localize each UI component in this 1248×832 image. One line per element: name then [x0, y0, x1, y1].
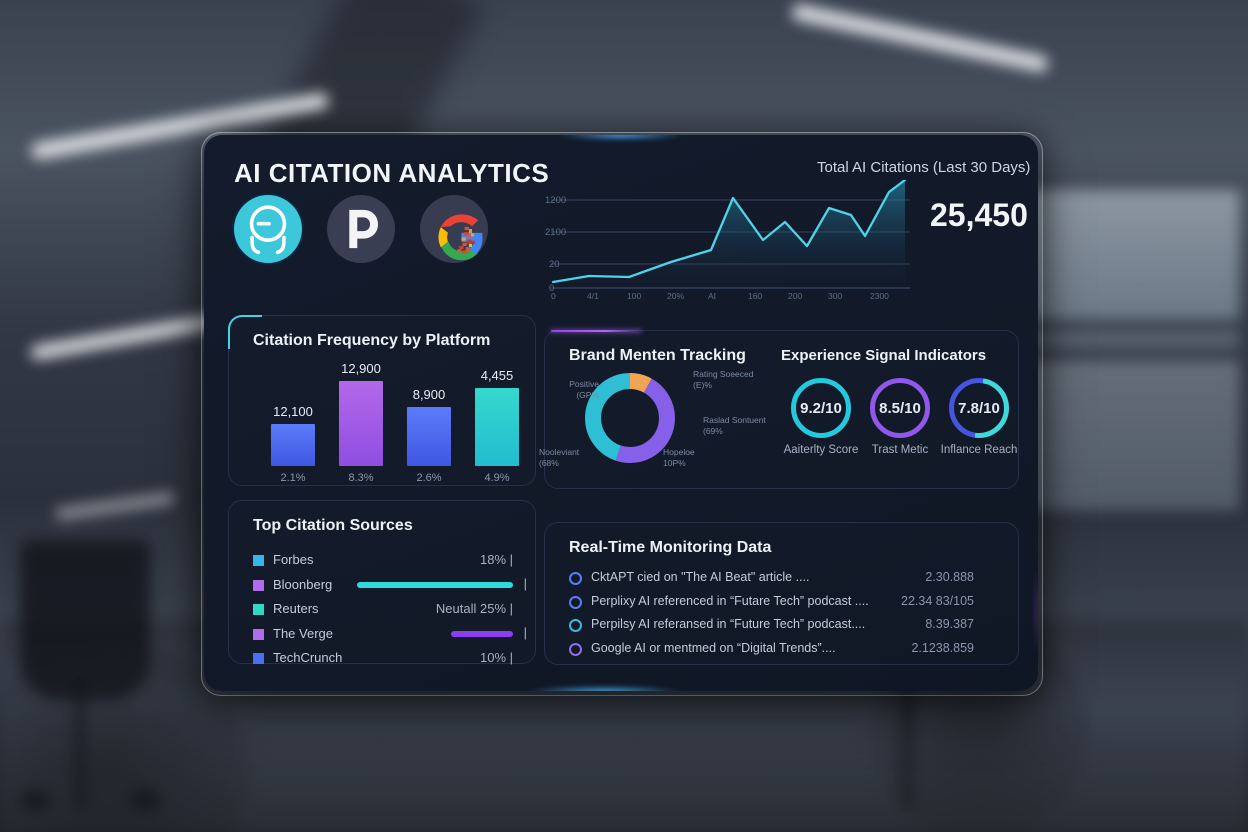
- svg-text:2300: 2300: [870, 291, 889, 300]
- svg-text:8,900: 8,900: [413, 387, 446, 402]
- svg-text:8.3%: 8.3%: [348, 472, 373, 484]
- svg-text:AI: AI: [708, 291, 716, 300]
- svg-text:200: 200: [788, 291, 802, 300]
- svg-text:160: 160: [748, 291, 762, 300]
- svg-text:4/1: 4/1: [587, 291, 599, 300]
- svg-text:4.9%: 4.9%: [484, 472, 509, 484]
- svg-text:12,900: 12,900: [341, 361, 381, 376]
- svg-text:20: 20: [549, 259, 560, 270]
- svg-text:2.1%: 2.1%: [280, 472, 305, 484]
- svg-text:12,100: 12,100: [273, 404, 313, 419]
- svg-text:20%: 20%: [667, 291, 684, 300]
- svg-text:0: 0: [551, 291, 556, 300]
- svg-text:300: 300: [828, 291, 842, 300]
- svg-text:1200: 1200: [545, 195, 566, 206]
- svg-text:100: 100: [627, 291, 641, 300]
- svg-text:2.6%: 2.6%: [416, 472, 441, 484]
- svg-text:4,455: 4,455: [481, 368, 514, 383]
- svg-text:2100: 2100: [545, 227, 566, 238]
